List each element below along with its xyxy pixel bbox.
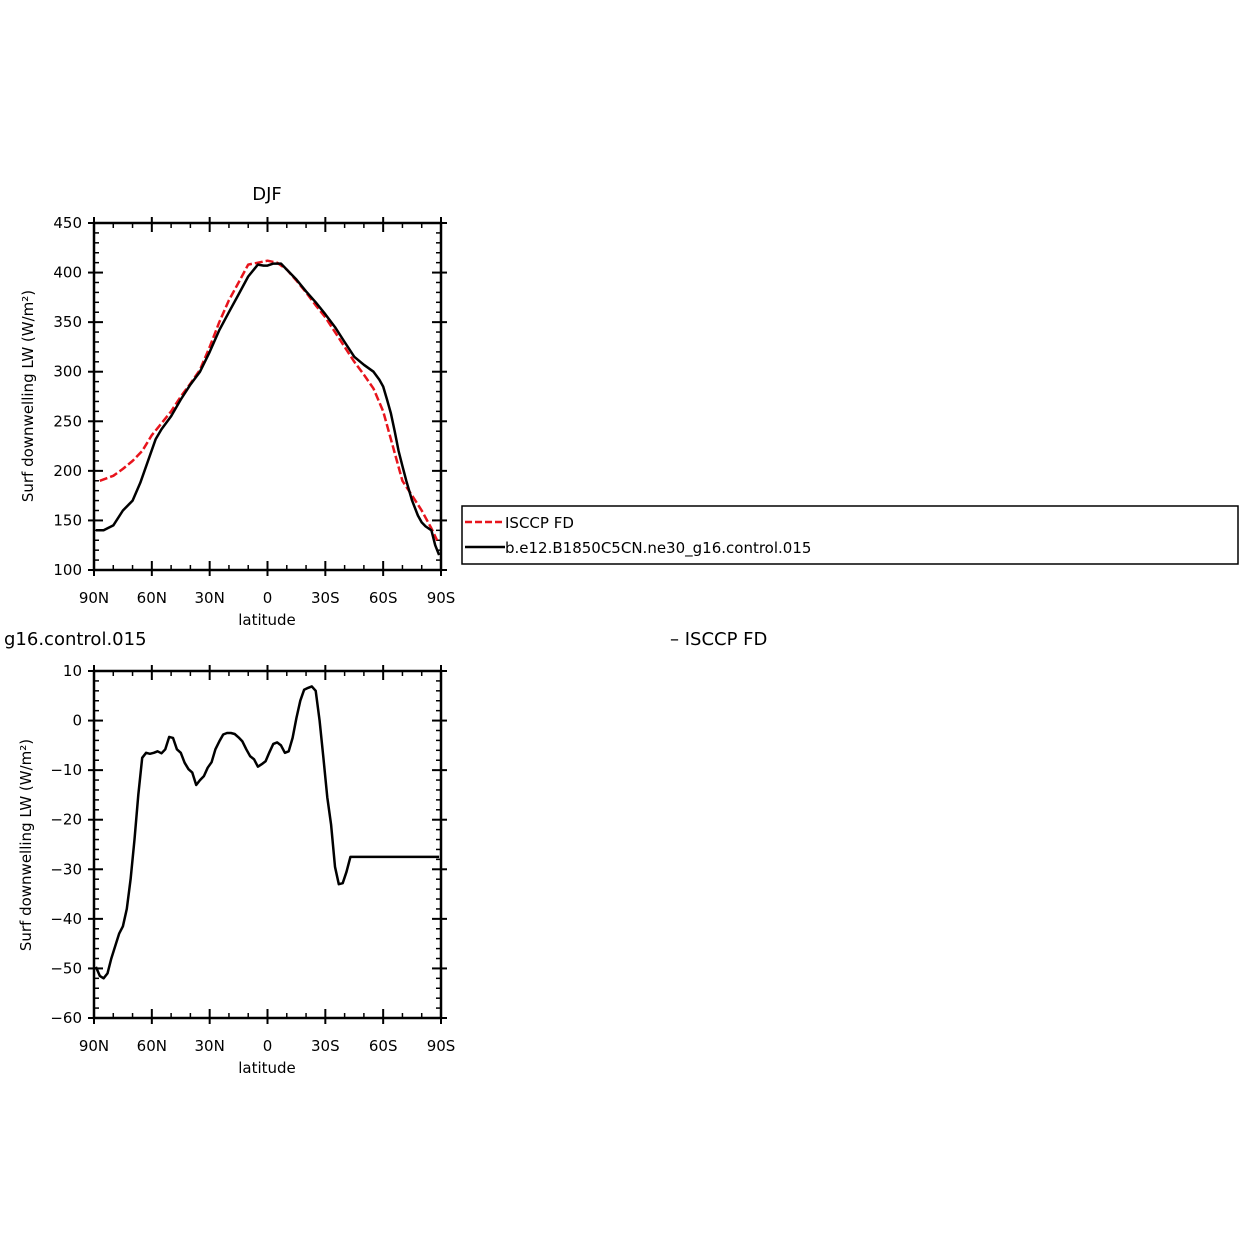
y-tick-label-top: 400: [53, 264, 82, 282]
legend-box: [461, 505, 1239, 565]
y-tick-label-bottom: −20: [50, 811, 82, 829]
y-tick-label-top: 450: [53, 214, 82, 232]
panel-difference: g16.control.015 – ISCCP FD −60−50−40−30−…: [4, 629, 767, 1077]
series-line-top-1: [95, 262, 441, 556]
series-line-top-0: [99, 259, 439, 541]
y-tick-label-bottom: 0: [72, 712, 82, 730]
series-group-bottom: [94, 685, 440, 980]
y-axis-label-bottom: Surf downwelling LW (W/m²): [17, 739, 35, 951]
x-tick-label-bottom: 60S: [369, 1037, 398, 1055]
x-tick-label-bottom: 90N: [79, 1037, 109, 1055]
x-tick-label-top: 30S: [311, 589, 340, 607]
x-tick-label-top: 60S: [369, 589, 398, 607]
y-tick-label-top: 250: [53, 412, 82, 430]
y-tick-label-bottom: 10: [63, 662, 82, 680]
axis-ticks-bottom: −60 −50 −40 −30 −20 −10 0 10 90N 60N 30N 0 30S 60S 90S: [50, 662, 455, 1055]
panel-djf: DJF 100 150 200 250 300 350 400 450 90N 60N 30N 0 30…: [19, 184, 455, 629]
legend: ISCCP FD b.e12.B1850C5CN.ne30_g16.contro…: [461, 505, 1239, 565]
y-tick-label-top: 300: [53, 363, 82, 381]
plot-frame-top: [92, 221, 443, 572]
chart-title-fragment: – ISCCP FD: [670, 629, 767, 650]
legend-entry-model: b.e12.B1850C5CN.ne30_g16.control.015: [505, 539, 811, 558]
y-tick-label-top: 350: [53, 313, 82, 331]
x-axis-label-top: latitude: [238, 611, 296, 629]
series-group-top: [95, 259, 441, 556]
x-tick-label-bottom: 30S: [311, 1037, 340, 1055]
y-tick-label-bottom: −40: [50, 910, 82, 928]
x-tick-label-bottom: 0: [263, 1037, 273, 1055]
series-line-bottom-0: [94, 685, 440, 980]
chart-title-difference: g16.control.015: [4, 629, 147, 650]
x-tick-label-bottom: 90S: [427, 1037, 456, 1055]
y-tick-label-bottom: −50: [50, 959, 82, 977]
x-tick-label-top: 30N: [195, 589, 225, 607]
y-tick-label-top: 100: [53, 561, 82, 579]
y-axis-label-top: Surf downwelling LW (W/m²): [19, 290, 37, 502]
chart-title-djf: DJF: [252, 184, 282, 205]
x-tick-label-bottom: 30N: [195, 1037, 225, 1055]
y-tick-label-top: 200: [53, 462, 82, 480]
plot-frame-bottom: [92, 669, 443, 1020]
x-tick-label-top: 90S: [427, 589, 456, 607]
y-tick-label-top: 150: [53, 511, 82, 529]
y-tick-label-bottom: −10: [50, 761, 82, 779]
axis-ticks-top: 100 150 200 250 300 350 400 450 90N 60N 30N 0 30S 60S…: [53, 214, 455, 607]
x-tick-label-top: 0: [263, 589, 273, 607]
y-tick-label-bottom: −60: [50, 1009, 82, 1027]
y-tick-label-bottom: −30: [50, 860, 82, 878]
x-axis-label-bottom: latitude: [238, 1059, 296, 1077]
x-tick-label-bottom: 60N: [137, 1037, 167, 1055]
x-tick-label-top: 60N: [137, 589, 167, 607]
legend-entry-isccp: ISCCP FD: [505, 514, 574, 532]
x-tick-label-top: 90N: [79, 589, 109, 607]
